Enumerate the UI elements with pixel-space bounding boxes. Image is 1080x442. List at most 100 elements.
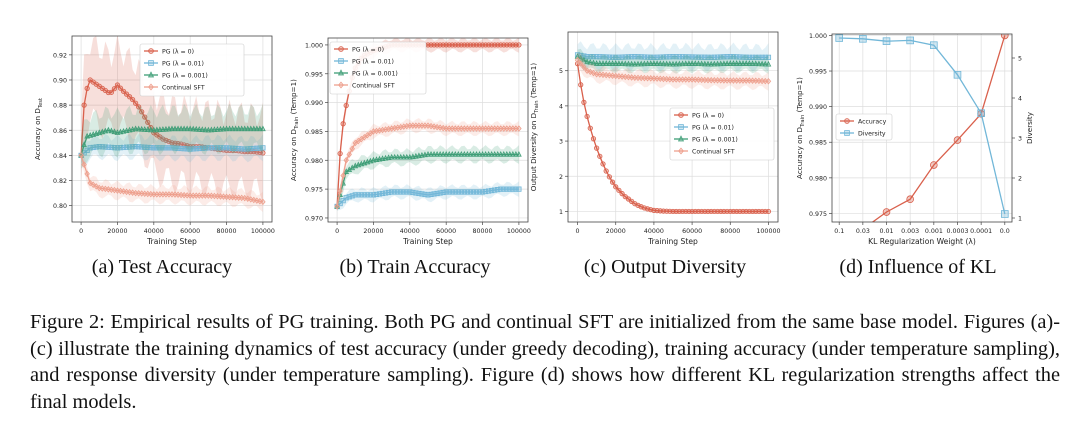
legend-marker <box>678 124 684 130</box>
data-point <box>651 60 657 66</box>
data-point <box>136 104 142 110</box>
x-tick-label: 100000 <box>756 228 780 235</box>
data-point <box>187 146 193 152</box>
data-point <box>699 54 705 60</box>
series-line <box>336 188 519 207</box>
data-point <box>178 145 184 152</box>
data-point <box>692 54 698 60</box>
data-point <box>355 192 361 198</box>
confidence-band <box>337 145 519 212</box>
y-axis-label: Accuracy on DTrain (Temp=1) <box>289 79 300 181</box>
data-point <box>578 60 584 67</box>
legend-marker <box>678 147 684 155</box>
data-point <box>175 145 181 151</box>
data-point <box>434 190 440 197</box>
data-point <box>644 54 651 60</box>
data-point <box>705 60 711 67</box>
chart-influence-of-kl: 0.975 0.980 0.985 0.990 0.995 1.000 0.1 0.03 0.0… <box>790 22 1060 246</box>
legend-label: PG (λ = 0) <box>692 112 724 119</box>
data-point <box>242 146 248 152</box>
tick-labels: 1 2 3 4 5 0 20000 40000 60000 80000 100000 <box>559 68 780 235</box>
x-tick-label: 20000 <box>606 228 626 235</box>
legend-marker <box>148 83 154 91</box>
data-point <box>498 186 504 192</box>
data-point <box>632 54 638 60</box>
confidence-band <box>81 133 263 164</box>
data-point <box>358 192 364 198</box>
data-point <box>193 146 199 152</box>
data-point <box>1000 210 1009 218</box>
data-point <box>489 187 495 194</box>
data-point <box>349 193 355 199</box>
legend: PG (λ = 0) PG (λ = 0.01) PG (λ = 0.001) Con… <box>139 43 245 97</box>
series-d-1 <box>835 34 1009 218</box>
data-point <box>600 161 606 167</box>
data-point <box>398 189 404 195</box>
data-point <box>337 150 343 157</box>
data-point <box>581 99 587 105</box>
data-point <box>410 189 416 196</box>
data-point <box>105 144 111 150</box>
data-point <box>859 34 867 43</box>
data-point <box>257 197 263 205</box>
plot-frame <box>567 31 779 223</box>
data-point <box>473 189 480 195</box>
series-line <box>80 128 263 156</box>
y-tick-label: 0.84 <box>53 153 67 160</box>
data-point <box>670 54 676 60</box>
legend-box <box>329 41 427 95</box>
y-tick-label: 3 <box>559 139 563 146</box>
data-point <box>486 188 492 194</box>
confidence-band <box>577 53 769 91</box>
data-point <box>635 54 641 60</box>
data-point <box>743 54 749 60</box>
series-c-0 <box>574 61 772 215</box>
legend-marker <box>148 60 154 66</box>
data-point <box>133 100 139 106</box>
data-point <box>597 54 603 60</box>
x-tick-label: 0 <box>576 228 580 235</box>
data-point <box>752 60 759 67</box>
data-point <box>78 152 84 159</box>
data-point <box>422 191 428 198</box>
data-point <box>111 145 118 151</box>
series-c-3 <box>574 53 772 91</box>
data-point <box>746 54 752 60</box>
series-line <box>839 37 1006 215</box>
data-point <box>230 145 236 151</box>
data-point <box>349 145 355 153</box>
data-point <box>81 102 87 108</box>
data-point <box>718 54 724 60</box>
data-point <box>622 54 628 60</box>
data-point <box>587 58 594 65</box>
data-point <box>401 189 407 195</box>
data-point <box>361 192 367 198</box>
legend-marker <box>678 112 684 118</box>
data-point <box>622 60 629 67</box>
data-point <box>930 41 938 49</box>
confidence-band <box>337 118 519 211</box>
y2-tick-label: 2 <box>1018 176 1022 183</box>
data-point <box>260 145 266 151</box>
data-point <box>343 102 349 109</box>
y-tick-label: 0.980 <box>305 158 323 165</box>
y2-tick-label: 3 <box>1018 136 1022 143</box>
data-point <box>126 144 133 150</box>
data-point <box>90 181 96 188</box>
data-point <box>449 189 455 195</box>
data-point <box>81 141 87 148</box>
data-point <box>753 54 759 60</box>
x-tick-label: 60000 <box>436 228 456 235</box>
data-point <box>367 192 374 198</box>
data-point <box>334 203 340 210</box>
data-point <box>386 189 392 196</box>
data-point <box>142 144 148 150</box>
x-tick-label: 40000 <box>144 228 164 235</box>
data-point <box>657 60 664 67</box>
data-point <box>340 121 346 127</box>
data-point <box>467 189 474 195</box>
data-point <box>389 189 395 195</box>
data-point <box>160 145 166 151</box>
x-tick-label: 40000 <box>644 228 664 235</box>
